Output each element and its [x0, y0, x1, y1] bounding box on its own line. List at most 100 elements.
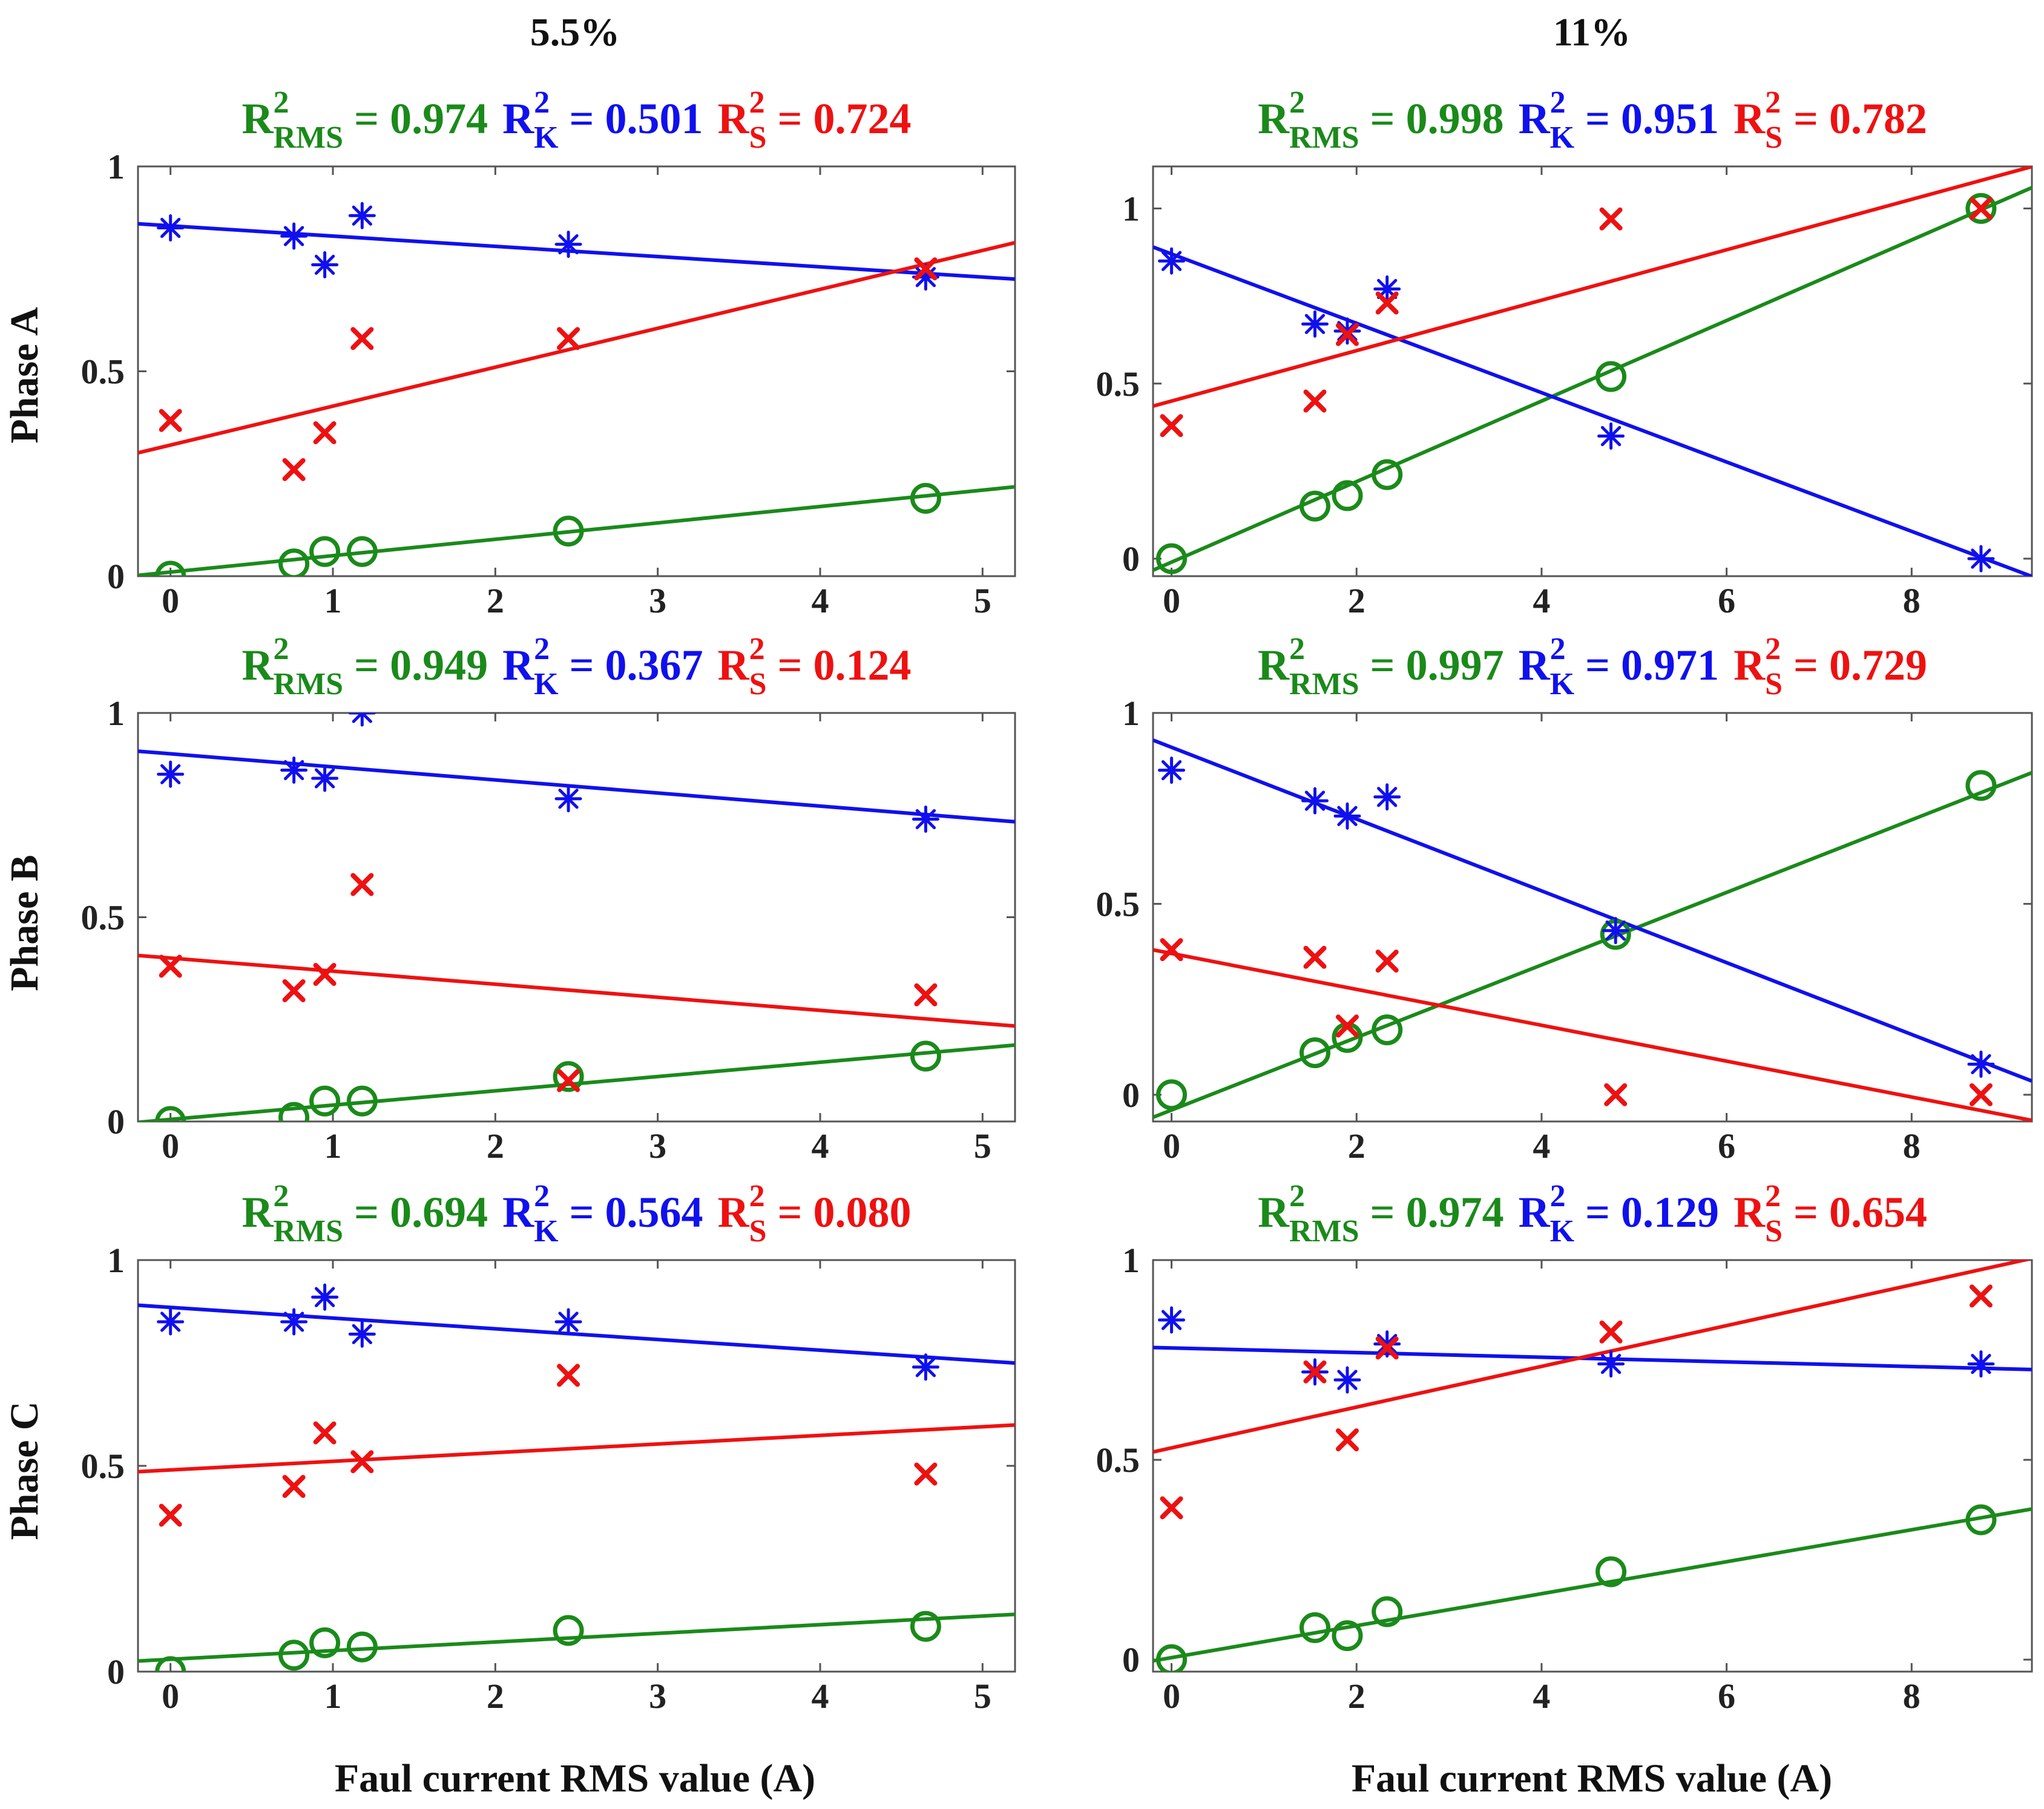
point-rms: [1595, 361, 1627, 392]
point-rms: [155, 560, 186, 576]
r2-superscript: 2: [273, 632, 289, 666]
r2-superscript: 2: [273, 85, 289, 120]
point-rms: [1156, 1644, 1188, 1672]
x-tick-label: 0: [1163, 581, 1180, 620]
y-tick-label: 1: [107, 1241, 125, 1280]
r2-subscript-k: K: [1550, 120, 1575, 155]
point-s: [159, 409, 182, 432]
point-s: [1375, 950, 1399, 973]
r2-subscript-rms: RMS: [273, 120, 343, 155]
x-stroke: [350, 327, 374, 350]
r2-value-rms: = 0.998: [1359, 94, 1504, 143]
point-rms: [346, 1631, 378, 1663]
point-rms: [278, 1101, 310, 1121]
point-rms: [278, 548, 310, 576]
fit-line-k: [138, 749, 1015, 824]
point-s: [1303, 389, 1327, 413]
r2-symbol-s: R: [1733, 94, 1766, 143]
r2-subscript-rms: RMS: [1289, 1214, 1359, 1249]
point-k: [157, 214, 185, 242]
point-rms: [1156, 543, 1188, 574]
r2-superscript: 2: [1550, 85, 1566, 120]
point-k: [348, 202, 376, 229]
r2-value-rms: = 0.997: [1359, 641, 1504, 689]
point-k: [554, 1308, 582, 1336]
point-k: [311, 764, 339, 792]
asterisk-stroke: [558, 234, 579, 255]
r2-subscript-s: S: [1765, 667, 1783, 701]
point-rms: [1299, 1037, 1330, 1068]
asterisk-stroke: [1971, 1054, 1991, 1075]
x-tick-label: 4: [812, 1126, 829, 1166]
point-s: [282, 1475, 306, 1498]
point-s: [1375, 291, 1399, 315]
x-tick-label: 8: [1903, 1126, 1921, 1166]
point-rms: [1965, 770, 1997, 801]
point-s: [159, 1503, 182, 1527]
x-tick-label: 1: [324, 581, 342, 620]
x-stroke: [914, 1462, 938, 1486]
x-stroke: [1969, 1284, 1993, 1308]
r2-annotation: R2 RMS = 0.974 R2 K = 0.501 R2 S = 0.724: [242, 85, 911, 155]
point-s: [313, 1421, 337, 1445]
point-s: [1335, 1428, 1359, 1452]
x-tick-label: 0: [162, 581, 179, 620]
r2-subscript-s: S: [1765, 1214, 1783, 1249]
x-stroke: [1375, 950, 1399, 973]
asterisk-stroke: [160, 217, 181, 238]
asterisk-stroke: [352, 205, 372, 226]
x-tick-label: 2: [487, 1126, 504, 1166]
asterisk-stroke: [1377, 787, 1398, 807]
row-label-phase-b: Phase B: [2, 855, 47, 991]
asterisk-stroke: [283, 760, 304, 781]
x-stroke: [914, 257, 938, 281]
fit-line-s: [1153, 1260, 2032, 1454]
r2-subscript-rms: RMS: [273, 667, 343, 701]
fit-line-rms: [1153, 1507, 2032, 1663]
point-s: [557, 1069, 580, 1092]
r2-symbol-rms: R: [1258, 1188, 1290, 1236]
point-s: [1969, 197, 1993, 220]
x-tick-label: 5: [974, 1126, 991, 1166]
point-s: [282, 458, 306, 481]
asterisk-stroke: [1304, 790, 1326, 811]
point-k: [1597, 422, 1625, 450]
point-k: [554, 231, 582, 258]
x-tick-label: 3: [649, 581, 666, 620]
x-tick-label: 4: [812, 581, 829, 620]
point-k: [1158, 757, 1186, 784]
point-rms: [155, 1656, 186, 1672]
point-s: [1160, 414, 1183, 438]
x-stroke: [1160, 938, 1183, 962]
y-tick-label: 1: [1122, 189, 1140, 228]
fit-line-s: [138, 953, 1015, 1028]
r2-symbol-k: R: [502, 94, 534, 143]
r2-symbol-k: R: [1519, 1188, 1551, 1236]
r2-symbol-k: R: [1519, 641, 1551, 689]
x-tick-label: 2: [1348, 1676, 1365, 1716]
point-s: [350, 873, 374, 896]
r2-superscript: 2: [749, 632, 765, 666]
x-axis-label-right: Faul current RMS value (A): [1352, 1756, 1832, 1801]
r2-subscript-k: K: [1550, 1214, 1575, 1249]
r2-subscript-k: K: [1550, 667, 1575, 701]
plot-area: [1152, 1259, 2033, 1673]
r2-value-k: = 0.564: [559, 1188, 703, 1236]
x-tick-label: 1: [324, 1676, 342, 1716]
plot-data: [1153, 166, 2032, 576]
r2-symbol-s: R: [1733, 1188, 1766, 1236]
point-s: [914, 257, 938, 281]
asterisk-stroke: [360, 713, 372, 723]
point-k: [1333, 1366, 1361, 1394]
r2-symbol-s: R: [718, 94, 750, 143]
fit-line-s: [138, 1423, 1015, 1474]
plot-area: [1152, 712, 2033, 1123]
x-tick-label: 0: [162, 1676, 179, 1716]
r2-symbol-rms: R: [242, 1188, 274, 1236]
point-rms: [553, 516, 584, 547]
fit-line-rms: [1153, 770, 2032, 1119]
r2-subscript-s: S: [1765, 120, 1783, 155]
